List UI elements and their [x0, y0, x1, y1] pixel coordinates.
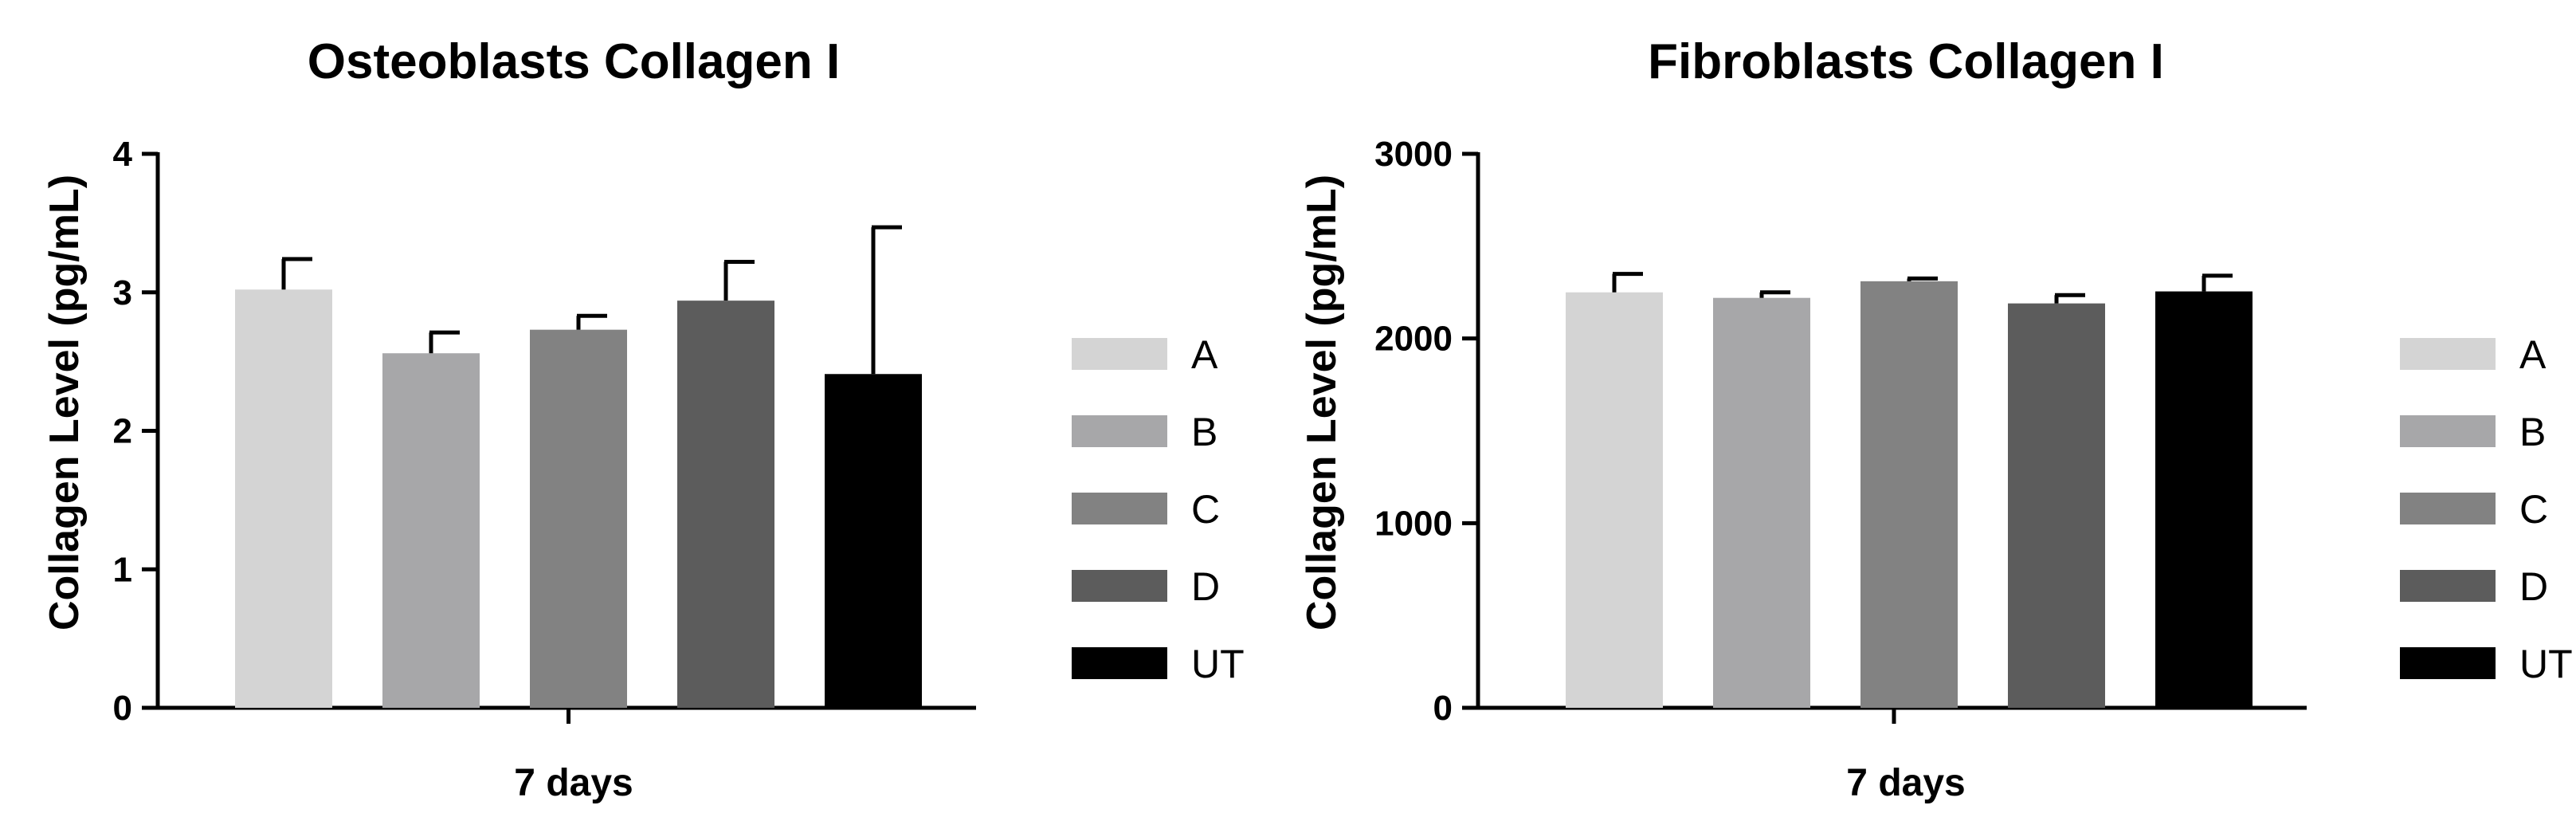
- legend-swatch-c: [2400, 493, 2496, 524]
- y-axis-label: Collagen Level (pg/mL): [41, 175, 88, 630]
- legend-label-a: A: [1191, 332, 1218, 377]
- legend-swatch-b: [1072, 415, 1167, 447]
- y-tick-label: 1: [113, 550, 132, 589]
- y-tick-label: 2: [113, 412, 132, 451]
- bar-ut: [2155, 291, 2253, 708]
- legend-label-ut: UT: [1191, 642, 1245, 686]
- legend-swatch-ut: [2400, 647, 2496, 679]
- legend-swatch-b: [2400, 415, 2496, 447]
- bars: [1566, 272, 2253, 709]
- chart-title: Fibroblasts Collagen I: [1648, 34, 2164, 89]
- legend-label-a: A: [2519, 332, 2547, 377]
- bar-a: [235, 289, 332, 708]
- legend-label-d: D: [1191, 564, 1220, 609]
- bar-b: [382, 353, 480, 708]
- legend-label-d: D: [2519, 564, 2548, 609]
- legend-label-c: C: [1191, 487, 1220, 532]
- legend-swatch-a: [1072, 338, 1167, 370]
- bar-d: [2008, 303, 2105, 708]
- y-axis-label: Collagen Level (pg/mL): [1299, 175, 1345, 630]
- y-tick-label: 3: [113, 273, 132, 312]
- legend-swatch-c: [1072, 493, 1167, 524]
- legend-label-c: C: [2519, 487, 2548, 532]
- y-tick-label: 4: [113, 135, 133, 174]
- bar-ut: [825, 374, 922, 708]
- legend-label-b: B: [1191, 410, 1217, 454]
- y-tick-label: 3000: [1374, 135, 1453, 174]
- bar-b: [1713, 297, 1810, 708]
- legend-swatch-d: [1072, 570, 1167, 602]
- y-tick-label: 2000: [1374, 320, 1453, 359]
- bars: [235, 225, 922, 708]
- y-tick-label: 0: [113, 689, 132, 728]
- y-tick-label: 1000: [1374, 504, 1453, 543]
- legend-label-ut: UT: [2519, 642, 2573, 686]
- bar-a: [1566, 292, 1663, 708]
- x-axis-label: 7 days: [514, 762, 633, 804]
- legend-swatch-d: [2400, 570, 2496, 602]
- bar-c: [1860, 281, 1958, 709]
- fibroblasts-chart: Fibroblasts Collagen I Collagen Level (p…: [1299, 34, 2573, 804]
- osteoblasts-chart: Osteoblasts Collagen I Collagen Level (p…: [41, 34, 1245, 804]
- bar-d: [677, 301, 774, 708]
- bar-c: [530, 329, 627, 708]
- x-axis-label: 7 days: [1846, 762, 1965, 804]
- legend-swatch-a: [2400, 338, 2496, 370]
- legend-label-b: B: [2519, 410, 2546, 454]
- y-tick-label: 0: [1433, 689, 1453, 728]
- chart-title: Osteoblasts Collagen I: [308, 34, 840, 89]
- legend-swatch-ut: [1072, 647, 1167, 679]
